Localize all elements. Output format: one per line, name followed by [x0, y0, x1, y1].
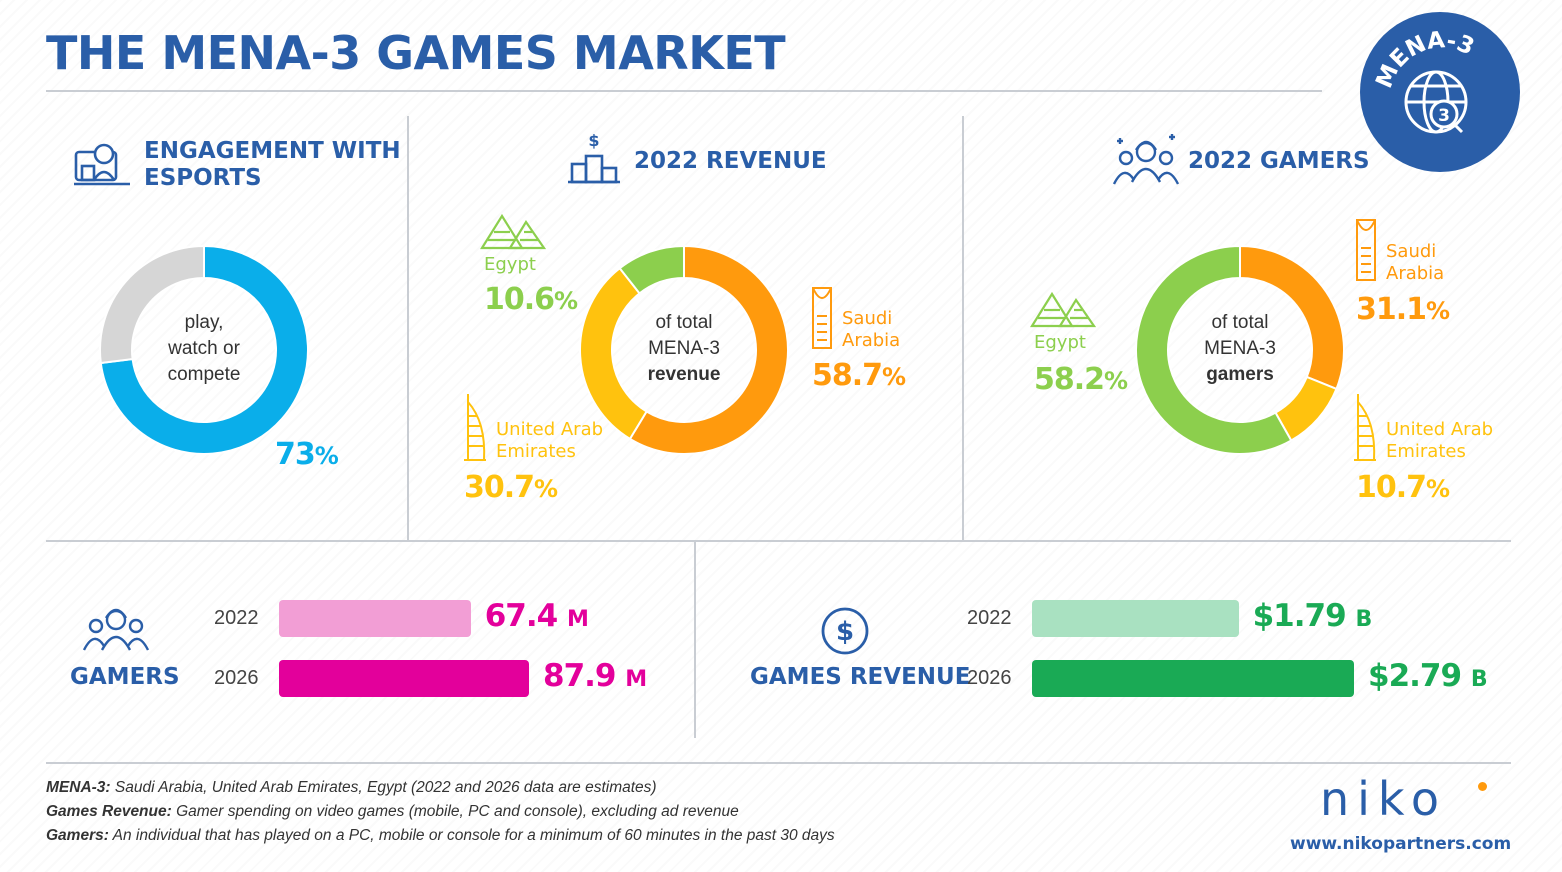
footer-rule: [46, 762, 1511, 764]
svg-text:3: 3: [1438, 106, 1450, 126]
revenue-bar-2026: [1032, 660, 1354, 697]
dollar-coin-icon: $: [820, 606, 870, 661]
revenue-icon: $: [566, 130, 622, 191]
donut-slice-saudi-arabia: [628, 244, 789, 455]
gamers-saudi-label: Saudi Arabia: [1386, 241, 1445, 284]
esports-icon: [72, 140, 134, 193]
gamers-egypt-label: Egypt: [1034, 332, 1086, 353]
revenue-saudi-value: 58.7%: [812, 358, 906, 393]
gamers-egypt-value: 58.2%: [1034, 362, 1128, 397]
revenue-value-2026: $2.79 B: [1368, 658, 1488, 694]
gamers-donut: [1135, 244, 1345, 455]
kingdom-tower-icon: [1354, 218, 1378, 287]
revenue-uae-value: 30.7%: [464, 470, 558, 505]
niko-logo-dot: [1478, 782, 1487, 791]
website-link[interactable]: www.nikopartners.com: [1290, 834, 1512, 854]
revenue-egypt-label: Egypt: [484, 254, 536, 275]
footnote-mena3: MENA-3: Saudi Arabia, United Arab Emirat…: [46, 779, 657, 796]
revenue-value-2022: $1.79 B: [1252, 598, 1373, 634]
kingdom-tower-icon: [810, 286, 834, 355]
revenue-center: of total MENA-3 revenue: [647, 312, 721, 385]
page-title: THE MENA-3 GAMES MARKET: [46, 26, 786, 80]
engagement-heading: ENGAGEMENT WITH ESPORTS: [144, 138, 401, 191]
revenue-year-2026: 2026: [967, 667, 1012, 689]
revenue-bar-2022: [1032, 600, 1239, 637]
engagement-center: play, watch or compete: [167, 312, 241, 385]
pyramid-icon: [1030, 288, 1100, 333]
donut-slice-play-watch-or-compete: [99, 244, 309, 455]
engagement-value: 73%: [275, 437, 339, 472]
footnote-revenue: Games Revenue: Gamer spending on video g…: [46, 803, 739, 820]
revenue-saudi-label: Saudi Arabia: [842, 308, 901, 351]
donut-slice-remainder: [99, 244, 205, 365]
gamers-value-2026: 87.9 M: [543, 658, 647, 694]
burj-al-arab-icon: [462, 392, 488, 467]
revenue-year-2022: 2022: [967, 607, 1012, 629]
gamers-saudi-value: 31.1%: [1356, 292, 1450, 327]
footnotes: MENA-3: Saudi Arabia, United Arab Emirat…: [46, 776, 1046, 848]
revenue-bars-label: GAMES REVENUE: [750, 664, 971, 690]
gamers-uae-value: 10.7%: [1356, 470, 1450, 505]
divider-2: [962, 116, 964, 540]
gamers-bar-2026: [279, 660, 529, 697]
gamers-heading: 2022 GAMERS: [1188, 148, 1370, 174]
svg-text:$: $: [588, 131, 599, 150]
footnote-gamers: Gamers: An individual that has played on…: [46, 827, 835, 844]
niko-logo: NIKO: [1320, 772, 1448, 826]
globe-icon: [1404, 70, 1468, 134]
divider-1: [407, 116, 409, 540]
revenue-uae-label: United Arab Emirates: [496, 419, 604, 462]
mena3-badge: MENA-3 3: [1358, 10, 1522, 174]
donut-slice-egypt: [618, 244, 685, 295]
revenue-heading: 2022 REVENUE: [634, 148, 827, 174]
gamers-year-2026: 2026: [214, 667, 259, 689]
gamers-group-icon: [1112, 130, 1180, 193]
gamers-bar-2022: [279, 600, 471, 637]
svg-text:$: $: [836, 617, 854, 647]
gamers-bars-label: GAMERS: [70, 664, 180, 690]
revenue-donut: [579, 244, 789, 455]
gamers-icon: [82, 604, 150, 659]
gamers-year-2022: 2022: [214, 607, 259, 629]
gamers-center: of total MENA-3 gamers: [1204, 312, 1276, 385]
revenue-egypt-value: 10.6%: [484, 282, 578, 317]
middle-rule: [46, 540, 1511, 542]
burj-al-arab-icon: [1352, 392, 1378, 467]
title-rule: [46, 90, 1322, 92]
pyramid-icon: [480, 210, 550, 255]
divider-3: [694, 542, 696, 738]
engagement-donut: [99, 244, 309, 455]
donut-slice-egypt: [1135, 244, 1293, 455]
gamers-uae-label: United Arab Emirates: [1386, 419, 1494, 462]
gamers-value-2022: 67.4 M: [484, 598, 589, 634]
